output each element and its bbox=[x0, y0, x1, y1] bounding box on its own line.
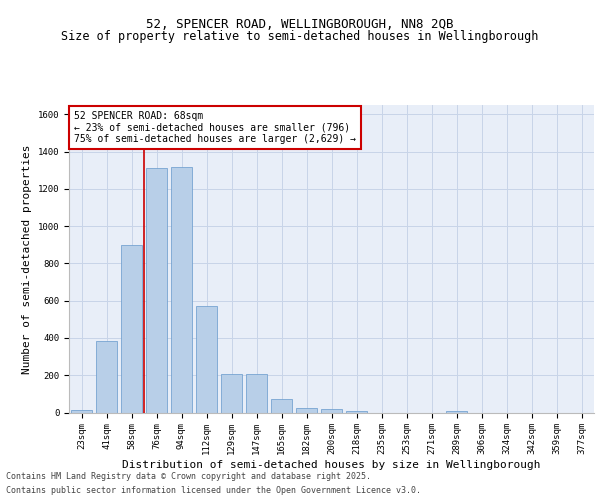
Text: Size of property relative to semi-detached houses in Wellingborough: Size of property relative to semi-detach… bbox=[61, 30, 539, 43]
Text: 52 SPENCER ROAD: 68sqm
← 23% of semi-detached houses are smaller (796)
75% of se: 52 SPENCER ROAD: 68sqm ← 23% of semi-det… bbox=[74, 111, 356, 144]
Bar bbox=[171, 168, 192, 412]
Bar bbox=[121, 245, 142, 412]
Bar bbox=[96, 341, 117, 412]
Text: 52, SPENCER ROAD, WELLINGBOROUGH, NN8 2QB: 52, SPENCER ROAD, WELLINGBOROUGH, NN8 2Q… bbox=[146, 18, 454, 30]
Bar bbox=[221, 374, 242, 412]
Bar bbox=[196, 306, 217, 412]
X-axis label: Distribution of semi-detached houses by size in Wellingborough: Distribution of semi-detached houses by … bbox=[122, 460, 541, 470]
Bar bbox=[146, 168, 167, 412]
Text: Contains HM Land Registry data © Crown copyright and database right 2025.: Contains HM Land Registry data © Crown c… bbox=[6, 472, 371, 481]
Bar bbox=[71, 410, 92, 412]
Bar bbox=[296, 408, 317, 412]
Bar bbox=[246, 374, 267, 412]
Bar bbox=[321, 409, 342, 412]
Bar bbox=[346, 410, 367, 412]
Bar bbox=[271, 398, 292, 412]
Text: Contains public sector information licensed under the Open Government Licence v3: Contains public sector information licen… bbox=[6, 486, 421, 495]
Y-axis label: Number of semi-detached properties: Number of semi-detached properties bbox=[22, 144, 32, 374]
Bar bbox=[446, 410, 467, 412]
